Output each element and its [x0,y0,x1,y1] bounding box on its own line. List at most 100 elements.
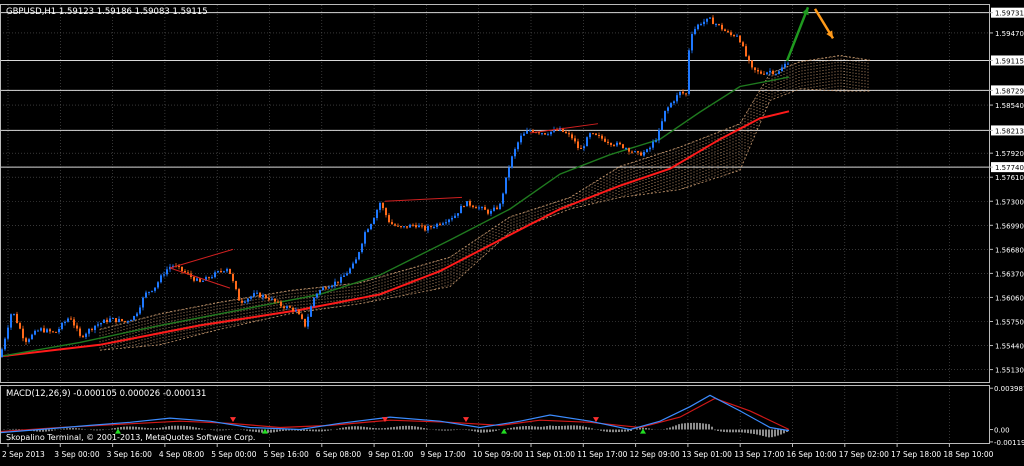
bull-candle [310,306,312,317]
macd-info: MACD(12,26,9) -0.000105 0.000026 -0.0001… [6,389,206,399]
bull-candle [493,207,495,211]
bull-candle [355,259,357,264]
bull-candle [433,226,435,228]
bull-candle [676,95,678,102]
bull-candle [778,71,780,74]
bull-candle [457,213,459,216]
bear-candle [22,328,24,339]
bear-candle [430,226,432,228]
horizontal-levels[interactable] [0,12,989,168]
bull-candle [652,141,654,148]
bear-candle [685,93,687,95]
price-tick-label: 1.59470 [995,30,1024,38]
bull-candle [4,338,6,350]
bull-candle [427,226,429,231]
bull-candle [262,295,264,298]
bull-candle [775,73,777,75]
bear-candle [16,313,18,324]
bull-candle [787,63,789,65]
bear-candle [619,142,621,145]
bull-candle [247,298,249,302]
buy-signal-arrow-icon [501,428,507,434]
price-level-tag [991,7,1024,18]
bear-candle [610,142,612,145]
bull-candle [703,21,705,25]
bull-candle [139,307,141,314]
bull-candle [673,101,675,104]
symbol-info: GBPUSD,H1 1.59123 1.59186 1.59083 1.5911… [6,7,208,17]
bear-candle [580,148,582,150]
time-tick-label: 3 Sep 00:00 [54,450,100,459]
bear-candle [712,17,714,25]
bull-candle [334,281,336,286]
bull-candle [346,273,348,276]
bear-candle [76,325,78,329]
price-tick-label: 1.56680 [995,246,1024,254]
bull-candle [13,313,15,315]
bear-candle [595,133,597,136]
price-tick-label: 1.56370 [995,270,1024,278]
bull-candle [667,107,669,111]
bear-candle [544,133,546,135]
price-level-tag [991,85,1024,96]
bear-candle [598,135,600,137]
bull-candle [520,135,522,143]
bear-candle [631,151,633,153]
bull-candle [436,223,438,227]
bull-candle [157,282,159,288]
bull-candle [46,329,48,333]
time-tick-label: 6 Sep 08:00 [316,450,362,459]
bull-candle [589,133,591,138]
bull-candle [97,324,99,326]
bull-candle [196,278,198,281]
bear-candle [52,331,54,333]
bull-candle [340,276,342,283]
bull-candle [442,223,444,225]
bull-candle [658,129,660,141]
bear-candle [184,271,186,273]
bull-candle [541,133,543,135]
time-tick-label: 11 Sep 17:00 [577,450,627,459]
bear-candle [622,144,624,149]
bull-candle [223,271,225,273]
bull-candle [661,121,663,130]
bull-candle [664,110,666,122]
bull-candle [454,215,456,218]
bear-candle [115,318,117,323]
bull-candle [511,156,513,168]
bull-candle [634,151,636,153]
price-tick-label: 1.58540 [995,102,1024,110]
bull-candle [253,293,255,297]
bull-candle [127,321,129,323]
trend-lines[interactable] [169,123,599,289]
bull-candle [691,34,693,51]
time-tick-label: 4 Sep 08:00 [159,450,205,459]
price-tick-label: 1.57920 [995,150,1024,158]
price-level-tag [991,162,1024,173]
bull-candle [172,265,174,267]
bear-candle [754,67,756,71]
bull-candle [145,292,147,298]
bear-candle [241,300,243,303]
bull-candle [322,287,324,291]
time-tick-label: 12 Sep 09:00 [630,450,680,459]
bull-candle [295,310,297,312]
bear-candle [739,35,741,43]
bull-candle [361,243,363,253]
bull-candle [58,328,60,333]
bull-candle [316,293,318,298]
macd-main-line [0,394,790,434]
time-tick-label: 18 Sep 10:00 [943,450,993,459]
projection-arrow-head [826,30,833,39]
bear-candle [397,225,399,227]
bull-candle [142,297,144,308]
bull-candle [160,275,162,283]
time-tick-label: 2 Sep 2013 [2,450,45,459]
bull-candle [646,149,648,153]
price-tick-label: 1.56990 [995,222,1024,230]
bear-candle [187,272,189,274]
bull-candle [526,130,528,134]
bull-candle [625,148,627,150]
